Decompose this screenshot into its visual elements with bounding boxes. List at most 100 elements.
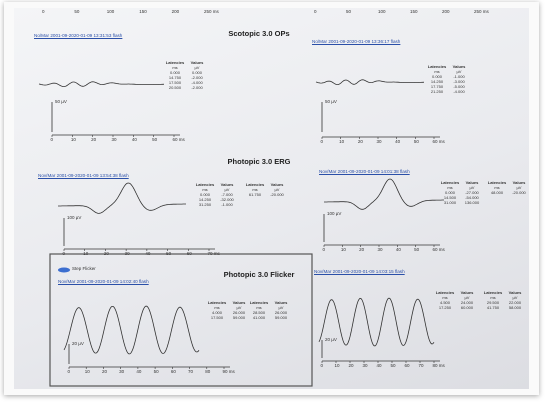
axis-label: 20 xyxy=(359,248,364,253)
table-cell: 17.500 xyxy=(206,315,228,320)
table-cell: 48.000 xyxy=(486,190,508,195)
waveform xyxy=(316,80,424,85)
waveform xyxy=(39,82,164,87)
values-table: LatenciesValuesmsµV4.00026.00017.50059.0… xyxy=(206,300,250,320)
axis-label: 80 ms xyxy=(433,364,445,369)
top-axis-label: 50 xyxy=(346,10,351,15)
top-axis-label: 100 xyxy=(378,10,386,15)
axis-label: 50 xyxy=(414,140,419,145)
axis-label: 40 xyxy=(132,138,137,143)
axis-label: 20 xyxy=(104,252,109,257)
axis-label: 70 xyxy=(419,364,424,369)
axis-label: 30 xyxy=(378,248,383,253)
table-cell: 58.000 xyxy=(504,305,526,310)
record-link[interactable]: Nov/Mar 2001-09-2020-01-09 14:03:15 flas… xyxy=(314,270,405,275)
axis-label: 50 xyxy=(414,248,419,253)
axis-label: 70 xyxy=(188,370,193,375)
scale-label: 20 µV xyxy=(72,342,84,347)
table-cell: 41.750 xyxy=(482,305,504,310)
axis-label: 40 xyxy=(145,252,150,257)
axis-label: 10 xyxy=(71,138,76,143)
record-link[interactable]: Nov/Mar 2001-09-2020-01-09 14:01:38 flas… xyxy=(319,170,410,175)
top-axis-label: 200 xyxy=(172,10,180,15)
table-cell: 60.000 xyxy=(456,305,478,310)
scale-label: 20 µV xyxy=(325,338,337,343)
record-link[interactable]: Nov/Mar 2001-09-2020-01-09 14:02:40 flas… xyxy=(58,280,149,285)
axis-label: 20 xyxy=(91,138,96,143)
scale-label: 100 µV xyxy=(327,212,341,217)
table-cell: 31.250 xyxy=(194,202,216,207)
top-axis-label: 250 ms xyxy=(204,10,219,15)
record-link[interactable]: No/Mar 2001-09-2020-01-09 13:31:53 flash xyxy=(34,34,122,39)
axis-label: 40 xyxy=(377,364,382,369)
table-cell: -20.000 xyxy=(266,192,288,197)
table-row: 61.750-20.000 xyxy=(244,192,288,197)
table-cell: -1.000 xyxy=(216,202,238,207)
axis-label: 10 xyxy=(85,370,90,375)
axis-label: 40 xyxy=(396,248,401,253)
top-axis-label: 0 xyxy=(314,10,317,15)
scale-label: 50 µV xyxy=(325,100,337,105)
table-row: 17.50059.000 xyxy=(206,315,250,320)
axis-label: 0 xyxy=(321,364,324,369)
table-cell: 41.000 xyxy=(248,315,270,320)
table-cell: 136.000 xyxy=(461,200,483,205)
top-axis-label: 250 ms xyxy=(474,10,489,15)
axis-label: 0 xyxy=(323,248,326,253)
table-cell: 21.250 xyxy=(426,89,448,94)
axis-label: 0 xyxy=(321,140,324,145)
values-table: LatenciesValuesmsµV0.000-1.00014.250-3.0… xyxy=(426,64,470,94)
axis-label: 30 xyxy=(363,364,368,369)
table-cell: 31.000 xyxy=(439,200,461,205)
axis-label: 10 xyxy=(339,140,344,145)
top-axis-label: 150 xyxy=(139,10,147,15)
axis-label: 10 xyxy=(335,364,340,369)
table-cell: 61.750 xyxy=(244,192,266,197)
axis-label: 10 xyxy=(83,252,88,257)
axis-label: 20 xyxy=(102,370,107,375)
table-cell: 20.500 xyxy=(164,85,186,90)
record-link[interactable]: Nov/Mar 2001-09-2020-01-09 13:54:38 flas… xyxy=(38,174,129,179)
photo-frame: 050100150200250 ms050100150200250 msScot… xyxy=(4,2,539,395)
scale-label: 50 µV xyxy=(55,100,67,105)
axis-label: 0 xyxy=(51,138,54,143)
waveform xyxy=(64,306,199,354)
axis-label: 60 xyxy=(187,252,192,257)
axis-label: 60 ms xyxy=(173,138,185,143)
axis-label: 30 xyxy=(125,252,130,257)
section-title: Scotopic 3.0 OPs xyxy=(228,30,289,38)
table-row: 48.000-20.000 xyxy=(486,190,529,195)
axis-label: 40 xyxy=(136,370,141,375)
section-title: Photopic 3.0 Flicker xyxy=(224,271,295,279)
axis-label: 20 xyxy=(358,140,363,145)
table-cell: 59.000 xyxy=(270,315,292,320)
axis-label: 60 xyxy=(171,370,176,375)
option-toggle[interactable] xyxy=(58,268,70,273)
record-link[interactable]: No/Mar 2001-09-2020-01-09 13:36:17 flash xyxy=(312,40,400,45)
table-cell: 17.250 xyxy=(434,305,456,310)
table-row: 31.000136.000 xyxy=(439,200,483,205)
waveform xyxy=(324,179,444,209)
axis-label: 30 xyxy=(112,138,117,143)
axis-label: 60 ms xyxy=(433,248,445,253)
axis-label: 0 xyxy=(68,370,71,375)
option-label: Step Flicker xyxy=(72,267,96,272)
axis-label: 60 ms xyxy=(433,140,445,145)
table-row: 31.250-1.000 xyxy=(194,202,238,207)
table-cell: 59.000 xyxy=(228,315,250,320)
top-axis-label: 0 xyxy=(42,10,45,15)
table-row: 17.25060.000 xyxy=(434,305,478,310)
axis-label: 60 xyxy=(405,364,410,369)
axis-label: 70 ms xyxy=(208,252,220,257)
axis-label: 0 xyxy=(63,252,66,257)
table-row: 21.250-4.000 xyxy=(426,89,470,94)
top-axis-label: 100 xyxy=(107,10,115,15)
axis-label: 20 xyxy=(349,364,354,369)
